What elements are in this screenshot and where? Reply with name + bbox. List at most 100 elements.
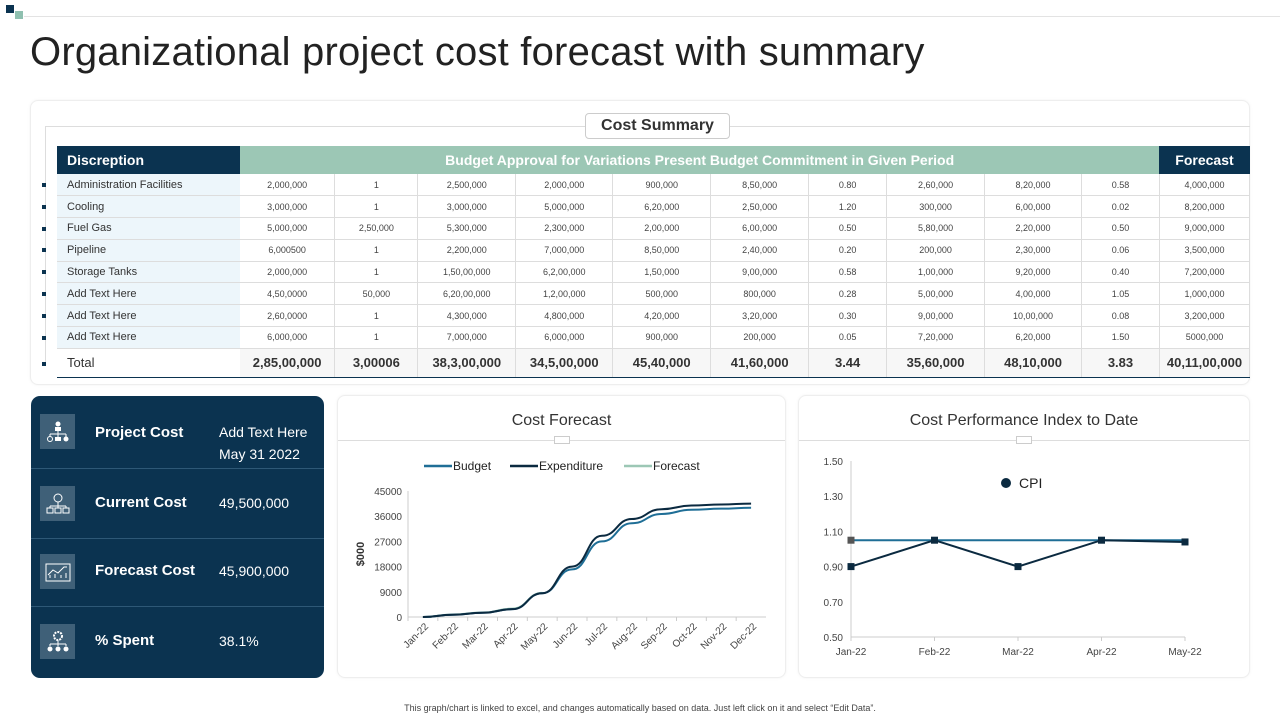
y-tick-label: 45000 [374, 487, 402, 498]
table-row: Fuel Gas 5,000,000 2,50,000 5,300,000 2,300,… [57, 217, 1251, 240]
cost-summary-title: Cost Summary [585, 113, 730, 139]
cell: 3,000,000 [239, 195, 336, 219]
bullet-icon [42, 248, 46, 253]
cell: 1 [334, 304, 419, 328]
cpi-point [1181, 538, 1189, 546]
cell: 2,30,000 [984, 239, 1082, 262]
page-title: Organizational project cost forecast wit… [30, 30, 925, 74]
cell: 7,000,000 [417, 326, 517, 349]
cell: 0.50 [1081, 217, 1160, 240]
forecast-cell: 5000,000 [1159, 326, 1251, 349]
cell: 2,300,000 [515, 217, 614, 240]
forecast-cell: 7,200,000 [1159, 261, 1251, 284]
bullet-icon [42, 313, 46, 318]
table-row: Add Text Here 4,50,0000 50,000 6,20,00,000 1… [57, 282, 1251, 306]
forecast-cell: 40,11,00,000 [1159, 347, 1251, 378]
cell: 2,200,000 [417, 239, 517, 262]
series-line-expenditure [422, 502, 752, 618]
cell: 2,000,000 [239, 261, 336, 284]
cell: 6,00,000 [984, 195, 1082, 219]
cell: 8,20,000 [984, 174, 1082, 197]
cell: 2,60,000 [886, 174, 986, 197]
cell: 5,000,000 [515, 195, 614, 219]
growth-chart-icon [40, 554, 75, 589]
cell: 2,500,000 [417, 174, 517, 197]
divider [45, 126, 46, 366]
x-tick-label: May-22 [1168, 647, 1202, 658]
table-row: Add Text Here 6,000,000 1 7,000,000 6,000,00… [57, 326, 1251, 349]
footer-note: This graph/chart is linked to excel, and… [404, 703, 876, 713]
summary-label: Project Cost [95, 424, 184, 441]
cell: 300,000 [886, 195, 986, 219]
forecast-cell: 1,000,000 [1159, 282, 1251, 306]
handle-icon [553, 436, 570, 444]
cell: 900,000 [612, 174, 712, 197]
cell: 0.06 [1081, 239, 1160, 262]
summary-date: May 31 2022 [219, 446, 300, 462]
cost-forecast-card: Cost Forecast 0 9000 18000 27000 36000 45000 J… [337, 395, 786, 678]
x-tick-label: Mar-22 [461, 621, 491, 651]
bullet-icon [42, 226, 46, 231]
gear-network-icon [40, 624, 75, 659]
cell: 0.08 [1081, 304, 1160, 328]
y-tick-label: 27000 [374, 537, 402, 548]
cell: 2,00,000 [612, 217, 712, 240]
cell: 2,000,000 [515, 174, 614, 197]
cell: 1,00,000 [886, 261, 986, 284]
series-line-budget [422, 506, 752, 618]
cell: 0.05 [808, 326, 888, 349]
y-tick-label: 1.30 [824, 492, 844, 503]
cell: 41,60,000 [710, 347, 810, 378]
cell: 1,2,00,000 [515, 282, 614, 306]
cell: 6,2,00,000 [515, 261, 614, 284]
decor-square [6, 5, 14, 13]
cell: 1.05 [1081, 282, 1160, 306]
y-tick-label: 0.70 [824, 598, 844, 609]
cell: 0.02 [1081, 195, 1160, 219]
cell: 6,000,000 [239, 326, 336, 349]
cell: 6,20,00,000 [417, 282, 517, 306]
legend-label: Expenditure [539, 459, 603, 473]
bullet-icon [42, 335, 46, 340]
handle-icon [1016, 436, 1032, 444]
cell: 50,000 [334, 282, 419, 306]
x-tick-label: Apr-22 [492, 621, 521, 650]
forecast-cell: 3,500,000 [1159, 239, 1251, 262]
cell: 9,00,000 [710, 261, 810, 284]
reference-marker [847, 536, 855, 544]
cell: 9,00,000 [886, 304, 986, 328]
x-tick-label: Apr-22 [1086, 647, 1116, 658]
cell: 0.80 [808, 174, 888, 197]
x-tick-label: Jun-22 [551, 621, 581, 651]
x-tick-label: Jan-22 [836, 647, 867, 658]
cell: 7,000,000 [515, 239, 614, 262]
summary-value: 45,900,000 [219, 563, 290, 579]
cell: 2,000,000 [239, 174, 336, 197]
y-tick-label: 1.50 [824, 457, 844, 468]
cell: 3,00006 [334, 347, 419, 378]
cpi-chart: 0.50 0.70 0.90 1.10 1.30 1.50 Jan-22 Feb-22 Mar-… [824, 457, 1203, 658]
cell: 6,000500 [239, 239, 336, 262]
summary-value: 38.1% [219, 633, 259, 649]
cell: 9,20,000 [984, 261, 1082, 284]
cell: 38,3,00,000 [417, 347, 517, 378]
cell: 0.58 [1081, 174, 1160, 197]
cell: 0.20 [808, 239, 888, 262]
x-tick-label: Feb-22 [919, 647, 951, 658]
cell: 3.44 [808, 347, 888, 378]
cell: 8,50,000 [710, 174, 810, 197]
summary-panel: Project Cost Add Text Here May 31 2022 Curr… [31, 396, 324, 678]
forecast-cell: 9,000,000 [1159, 217, 1251, 240]
cell: 1 [334, 261, 419, 284]
cell: 4,800,000 [515, 304, 614, 328]
cell: 8,50,000 [612, 239, 712, 262]
row-label: Add Text Here [57, 304, 240, 328]
summary-label: Current Cost [95, 494, 187, 511]
cell: 200,000 [710, 326, 810, 349]
summary-label: % Spent [95, 632, 155, 649]
cell: 3.83 [1081, 347, 1160, 378]
table-row: Storage Tanks 2,000,000 1 1,50,00,000 6,2,00… [57, 261, 1251, 284]
header-forecast: Forecast [1159, 146, 1250, 174]
cell: 0.40 [1081, 261, 1160, 284]
row-label: Fuel Gas [57, 217, 240, 240]
